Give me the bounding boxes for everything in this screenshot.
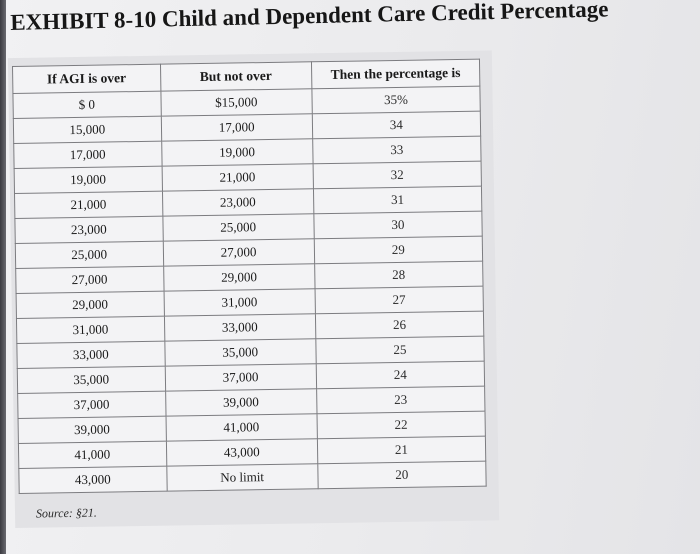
header-percentage: Then the percentage is (311, 59, 480, 89)
cell-but-not-over: 23,000 (162, 188, 314, 217)
cell-agi-over: 43,000 (18, 466, 167, 494)
cell-but-not-over: $15,000 (160, 88, 313, 117)
source-note: Source: §21. (35, 505, 97, 521)
cell-but-not-over: 41,000 (165, 413, 318, 442)
cell-percentage: 27 (314, 286, 484, 314)
cell-percentage: 29 (314, 236, 483, 264)
cell-but-not-over: 37,000 (164, 363, 317, 392)
cell-but-not-over: No limit (166, 463, 318, 492)
cell-but-not-over: 31,000 (163, 288, 316, 317)
cell-agi-over: 35,000 (17, 366, 166, 394)
cell-percentage: 21 (317, 436, 486, 464)
cell-but-not-over: 39,000 (165, 388, 317, 417)
cell-agi-over: 31,000 (16, 316, 165, 344)
cell-percentage: 28 (314, 261, 484, 289)
cell-percentage: 23 (316, 386, 485, 414)
cell-agi-over: 15,000 (13, 116, 162, 144)
cell-percentage: 33 (312, 136, 482, 164)
cell-but-not-over: 19,000 (161, 138, 313, 167)
cell-agi-over: 37,000 (17, 391, 166, 419)
cell-percentage: 32 (312, 161, 482, 189)
cell-agi-over: 17,000 (13, 141, 162, 169)
cell-but-not-over: 25,000 (162, 213, 315, 242)
cell-agi-over: 23,000 (14, 216, 163, 244)
cell-but-not-over: 33,000 (163, 313, 316, 342)
cell-agi-over: 41,000 (18, 441, 167, 469)
cell-but-not-over: 35,000 (164, 338, 317, 367)
cell-but-not-over: 29,000 (163, 263, 315, 292)
cell-agi-over: $ 0 (12, 91, 161, 119)
cell-agi-over: 19,000 (14, 166, 163, 194)
header-but-not-over: But not over (160, 61, 312, 92)
cell-agi-over: 21,000 (14, 191, 163, 219)
cell-percentage: 34 (312, 111, 481, 139)
cell-percentage: 25 (315, 336, 485, 364)
cell-agi-over: 27,000 (15, 266, 164, 294)
cell-agi-over: 33,000 (16, 341, 165, 369)
cell-percentage: 22 (316, 411, 486, 439)
cell-but-not-over: 17,000 (160, 113, 313, 142)
cell-agi-over: 25,000 (15, 241, 164, 269)
cell-but-not-over: 21,000 (161, 163, 314, 192)
exhibit-title: EXHIBIT 8-10 Child and Dependent Care Cr… (10, 0, 609, 35)
cell-but-not-over: 27,000 (162, 238, 315, 267)
cell-but-not-over: 43,000 (165, 438, 318, 467)
cell-percentage: 35% (311, 86, 481, 114)
cell-percentage: 30 (313, 211, 483, 239)
cell-percentage: 24 (316, 361, 485, 389)
credit-percentage-table: If AGI is over But not over Then the per… (12, 58, 487, 494)
cell-percentage: 31 (313, 186, 482, 214)
table-container: If AGI is over But not over Then the per… (7, 50, 500, 529)
header-agi-over: If AGI is over (12, 64, 161, 94)
cell-agi-over: 39,000 (18, 416, 166, 444)
cell-percentage: 20 (317, 461, 487, 489)
cell-percentage: 26 (315, 311, 484, 339)
cell-agi-over: 29,000 (16, 291, 164, 319)
page-edge-shadow (0, 0, 6, 554)
